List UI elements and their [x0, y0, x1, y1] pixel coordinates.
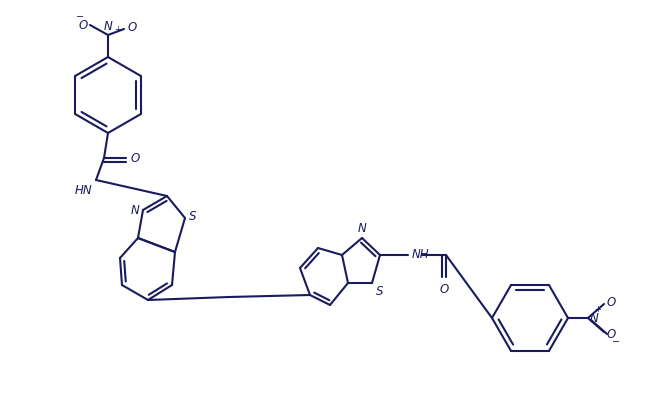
Text: HN: HN [74, 184, 92, 197]
Text: S: S [189, 209, 197, 222]
Text: O: O [128, 21, 138, 33]
Text: O: O [440, 283, 449, 296]
Text: N: N [590, 311, 599, 325]
Text: +: + [114, 25, 121, 34]
Text: −: − [76, 12, 84, 22]
Text: +: + [595, 304, 601, 314]
Text: −: − [612, 337, 620, 347]
Text: O: O [607, 295, 617, 309]
Text: O: O [131, 152, 140, 164]
Text: O: O [607, 328, 617, 340]
Text: N: N [358, 222, 367, 235]
Text: NH: NH [412, 248, 430, 262]
Text: S: S [376, 285, 384, 298]
Text: N: N [130, 204, 139, 216]
Text: O: O [79, 19, 88, 31]
Text: N: N [103, 20, 113, 33]
